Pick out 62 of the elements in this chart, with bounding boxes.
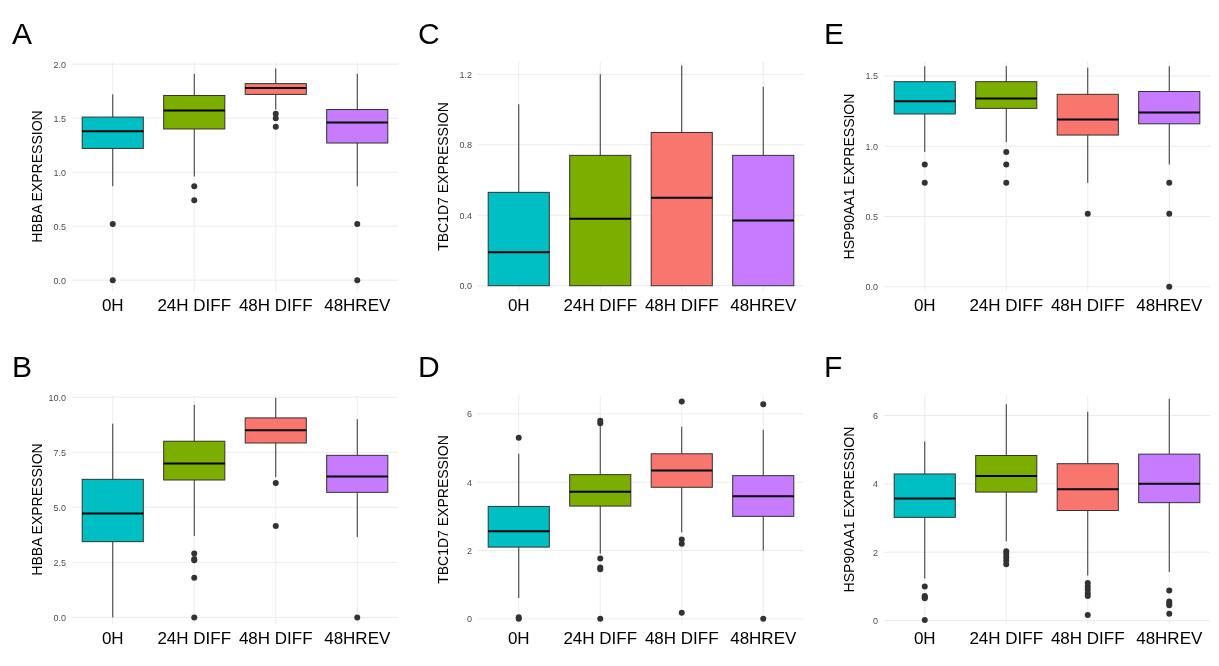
y-tick-label: 2 — [466, 545, 472, 556]
x-tick-label: 0H — [913, 629, 936, 649]
y-tick-label: 7.5 — [53, 447, 66, 458]
y-tick-label: 0.0 — [459, 281, 472, 292]
x-tick-label: 48H DIFF — [644, 296, 719, 316]
x-tick-label: 0H — [507, 629, 530, 649]
y-tick-label: 1.0 — [53, 167, 66, 178]
y-tick-label: 2 — [872, 547, 878, 558]
x-tick-label: 48HREV — [324, 296, 391, 316]
y-axis-title: TBC1D7 EXPRESSION — [435, 435, 451, 584]
y-tick-label: 10.0 — [48, 392, 66, 403]
y-axis-title: TBC1D7 EXPRESSION — [435, 102, 451, 251]
y-tick-label: 0.0 — [865, 282, 878, 293]
chart-title: C — [418, 17, 440, 50]
y-tick-label: 4 — [466, 477, 472, 488]
y-tick-label: 2.0 — [53, 59, 66, 70]
y-tick-label: 1.5 — [53, 113, 66, 124]
y-tick-label: 0.0 — [53, 612, 66, 623]
x-tick-label: 48H DIFF — [238, 296, 313, 316]
chart-title: A — [12, 17, 33, 50]
x-tick-label: 24H DIFF — [969, 296, 1044, 316]
y-tick-label: 5.0 — [53, 502, 66, 513]
x-tick-label: 48HREV — [1136, 629, 1203, 649]
chart-title: D — [418, 350, 440, 383]
chart-title: B — [12, 350, 33, 383]
x-tick-label: 0H — [913, 296, 936, 316]
y-tick-label: 0.4 — [459, 210, 472, 221]
x-tick-label: 0H — [101, 296, 124, 316]
y-axis-title: HBBA EXPRESSION — [29, 443, 45, 576]
y-tick-label: 6 — [872, 410, 878, 421]
x-tick-label: 48HREV — [1136, 296, 1203, 316]
y-axis-title: HBBA EXPRESSION — [29, 110, 45, 243]
x-tick-label: 24H DIFF — [969, 629, 1044, 649]
y-axis-title: HSP90AA1 EXPRESSION — [841, 93, 857, 260]
y-tick-label: 0 — [872, 615, 878, 626]
y-tick-label: 4 — [872, 479, 878, 490]
x-tick-label: 48HREV — [730, 629, 797, 649]
y-tick-label: 6 — [466, 409, 472, 420]
x-tick-label: 24H DIFF — [563, 296, 638, 316]
x-tick-label: 48H DIFF — [644, 629, 719, 649]
x-tick-label: 48H DIFF — [1050, 296, 1125, 316]
x-tick-label: 24H DIFF — [563, 629, 638, 649]
y-tick-label: 0.8 — [459, 140, 472, 151]
x-tick-label: 48H DIFF — [238, 629, 313, 649]
x-tick-label: 0H — [507, 296, 530, 316]
x-tick-label: 48H DIFF — [1050, 629, 1125, 649]
x-tick-label: 0H — [101, 629, 124, 649]
y-tick-label: 2.5 — [53, 557, 66, 568]
chart-title: E — [824, 17, 845, 50]
x-tick-label: 48HREV — [324, 629, 391, 649]
y-tick-label: 0 — [466, 614, 472, 625]
y-axis-title: HSP90AA1 EXPRESSION — [841, 426, 857, 593]
y-tick-label: 0.5 — [53, 221, 66, 232]
y-tick-label: 0.0 — [53, 275, 66, 286]
y-tick-label: 0.5 — [865, 211, 878, 222]
chart-title: F — [824, 350, 843, 383]
x-tick-label: 48HREV — [730, 296, 797, 316]
y-tick-label: 1.0 — [865, 141, 878, 152]
x-tick-label: 24H DIFF — [157, 629, 232, 649]
y-tick-label: 1.2 — [459, 69, 472, 80]
y-tick-label: 1.5 — [865, 71, 878, 82]
x-tick-label: 24H DIFF — [157, 296, 232, 316]
